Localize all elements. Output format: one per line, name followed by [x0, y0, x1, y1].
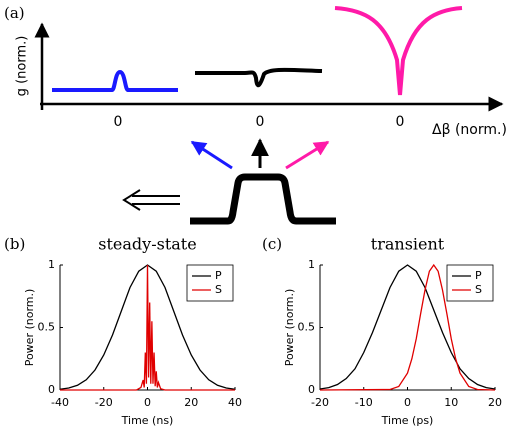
zero-label: 0	[256, 114, 265, 130]
zero-label: 0	[114, 114, 123, 130]
series-line	[319, 264, 496, 390]
chart-title: transient	[371, 235, 445, 254]
y-tick-label: 0.5	[298, 321, 316, 334]
arrow-magenta	[285, 140, 330, 170]
y-axis-label: Power (norm.)	[283, 289, 296, 367]
x-tick-label: 0	[404, 396, 411, 409]
x-tick-label: -40	[51, 396, 69, 409]
legend-label: P	[475, 269, 482, 282]
panel-label: (c)	[262, 235, 282, 253]
chart-panel: (b) steady-state Time (ns) Power (norm.) -40…	[4, 235, 242, 428]
y-tick-label: 0	[308, 383, 315, 396]
x-tick-label: 20	[488, 396, 502, 409]
x-axis-label: Δβ (norm.)	[432, 122, 507, 138]
gain-curve-blue	[52, 69, 178, 92]
series-line	[319, 263, 496, 391]
x-tick-label: -20	[311, 396, 329, 409]
y-axis-label: g (norm.)	[15, 36, 30, 97]
legend-box	[446, 264, 494, 302]
legend-label: P	[215, 269, 222, 282]
x-tick-label: -20	[95, 396, 113, 409]
x-tick-label: 40	[228, 396, 242, 409]
panel-a: (a) g (norm.) 0 0 0 Δβ (norm.)	[4, 4, 507, 225]
panel-label: (b)	[4, 235, 25, 253]
x-axis-label: Time (ps)	[381, 414, 434, 427]
x-tick-label: -10	[355, 396, 373, 409]
y-tick-label: 0.5	[38, 321, 56, 334]
double-arrow	[122, 189, 180, 211]
x-axis-label: Time (ns)	[121, 414, 174, 427]
y-tick-label: 1	[308, 258, 315, 271]
y-axis-label: Power (norm.)	[23, 289, 36, 367]
x-tick-label: 10	[444, 396, 458, 409]
zero-label: 0	[396, 114, 405, 130]
y-tick-label: 1	[48, 258, 55, 271]
legend-box	[186, 264, 234, 302]
arrow-blue	[190, 140, 233, 170]
series-line	[60, 264, 235, 391]
legend-label: S	[475, 283, 482, 296]
panel-label: (a)	[4, 4, 25, 22]
x-tick-label: 20	[184, 396, 198, 409]
x-tick-label: 0	[144, 396, 151, 409]
legend-label: S	[215, 283, 222, 296]
gain-curve-black	[195, 67, 323, 88]
chart-title: steady-state	[98, 235, 196, 254]
y-tick-label: 0	[48, 383, 55, 396]
gain-curve-magenta	[334, 6, 463, 96]
pulse	[190, 173, 336, 225]
chart-panel: (c) transient Time (ps) Power (norm.) -20 -10…	[262, 235, 502, 428]
